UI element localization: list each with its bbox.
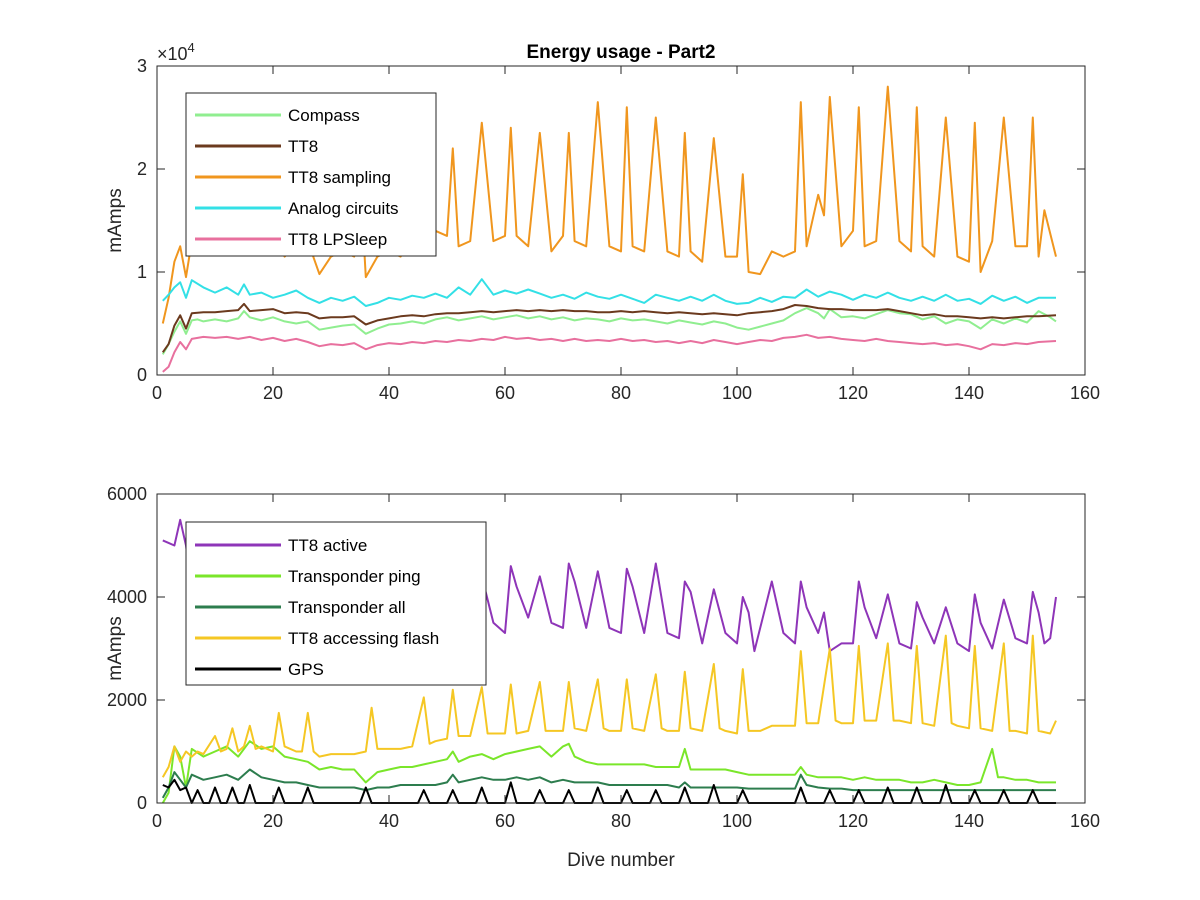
- x-tick-label: 160: [1070, 811, 1100, 831]
- legend-label: TT8 sampling: [288, 168, 391, 187]
- y-exponent-base: ×10: [157, 44, 188, 64]
- legend-label: TT8 accessing flash: [288, 629, 439, 648]
- x-tick-label: 40: [379, 383, 399, 403]
- figure-title: Energy usage - Part2: [526, 42, 715, 63]
- legend-label: Analog circuits: [288, 199, 399, 218]
- x-tick-label: 120: [838, 383, 868, 403]
- y-tick-label: 1: [137, 262, 147, 282]
- legend-label: GPS: [288, 660, 324, 679]
- series-line-tt8-accessing-flash: [161, 634, 1057, 778]
- legend-label: TT8: [288, 137, 318, 156]
- x-tick-label: 160: [1070, 383, 1100, 403]
- top-axes: 0 20 40 60 80 100 120 140 160 0 1 2 3 ×104 mAmps Compas…: [105, 40, 1100, 403]
- legend-box: [185, 92, 437, 257]
- legend-label: TT8 LPSleep: [288, 230, 387, 249]
- x-tick-label: 60: [495, 383, 515, 403]
- series-line-analog-circuits: [162, 278, 1056, 307]
- y-tick-label: 0: [137, 365, 147, 385]
- y-tick-label: 6000: [107, 484, 147, 504]
- x-tick-label: 100: [722, 811, 752, 831]
- y-tick-label: 3: [137, 56, 147, 76]
- x-tick-label: 80: [611, 383, 631, 403]
- legend-label: Transponder all: [288, 598, 406, 617]
- x-tick-label: 20: [263, 811, 283, 831]
- y-tick-label: 0: [137, 793, 147, 813]
- x-tick-label: 140: [954, 811, 984, 831]
- x-tick-label: 80: [611, 811, 631, 831]
- legend-label: Compass: [288, 106, 360, 125]
- y-axis-label: mAmps: [105, 188, 126, 252]
- legend-box: [185, 521, 487, 686]
- y-exponent-label: ×104: [157, 40, 195, 64]
- series-line-transponder-ping: [161, 740, 1056, 804]
- x-axis-label: Dive number: [567, 850, 675, 871]
- y-exponent-power: 4: [188, 40, 195, 55]
- y-tick-label: 4000: [107, 587, 147, 607]
- x-tick-label: 120: [838, 811, 868, 831]
- x-tick-label: 60: [495, 811, 515, 831]
- y-axis-label: mAmps: [105, 616, 126, 680]
- x-tick-label: 100: [722, 383, 752, 403]
- bottom-axes: 0 20 40 60 80 100 120 140 160 0 2000 4000 6000 mAmps D…: [105, 484, 1100, 871]
- legend-label: TT8 active: [288, 536, 367, 555]
- y-tick-label: 2000: [107, 690, 147, 710]
- series-line-transponder-all: [161, 768, 1056, 799]
- series-line-tt8: [161, 302, 1057, 353]
- legend-label: Transponder ping: [288, 567, 421, 586]
- x-tick-label: 0: [152, 811, 162, 831]
- series-line-compass: [161, 307, 1057, 355]
- x-tick-label: 20: [263, 383, 283, 403]
- series-line-tt8-lpsleep: [162, 333, 1057, 373]
- x-tick-label: 140: [954, 383, 984, 403]
- x-tick-label: 40: [379, 811, 399, 831]
- x-tick-label: 0: [152, 383, 162, 403]
- y-tick-label: 2: [137, 159, 147, 179]
